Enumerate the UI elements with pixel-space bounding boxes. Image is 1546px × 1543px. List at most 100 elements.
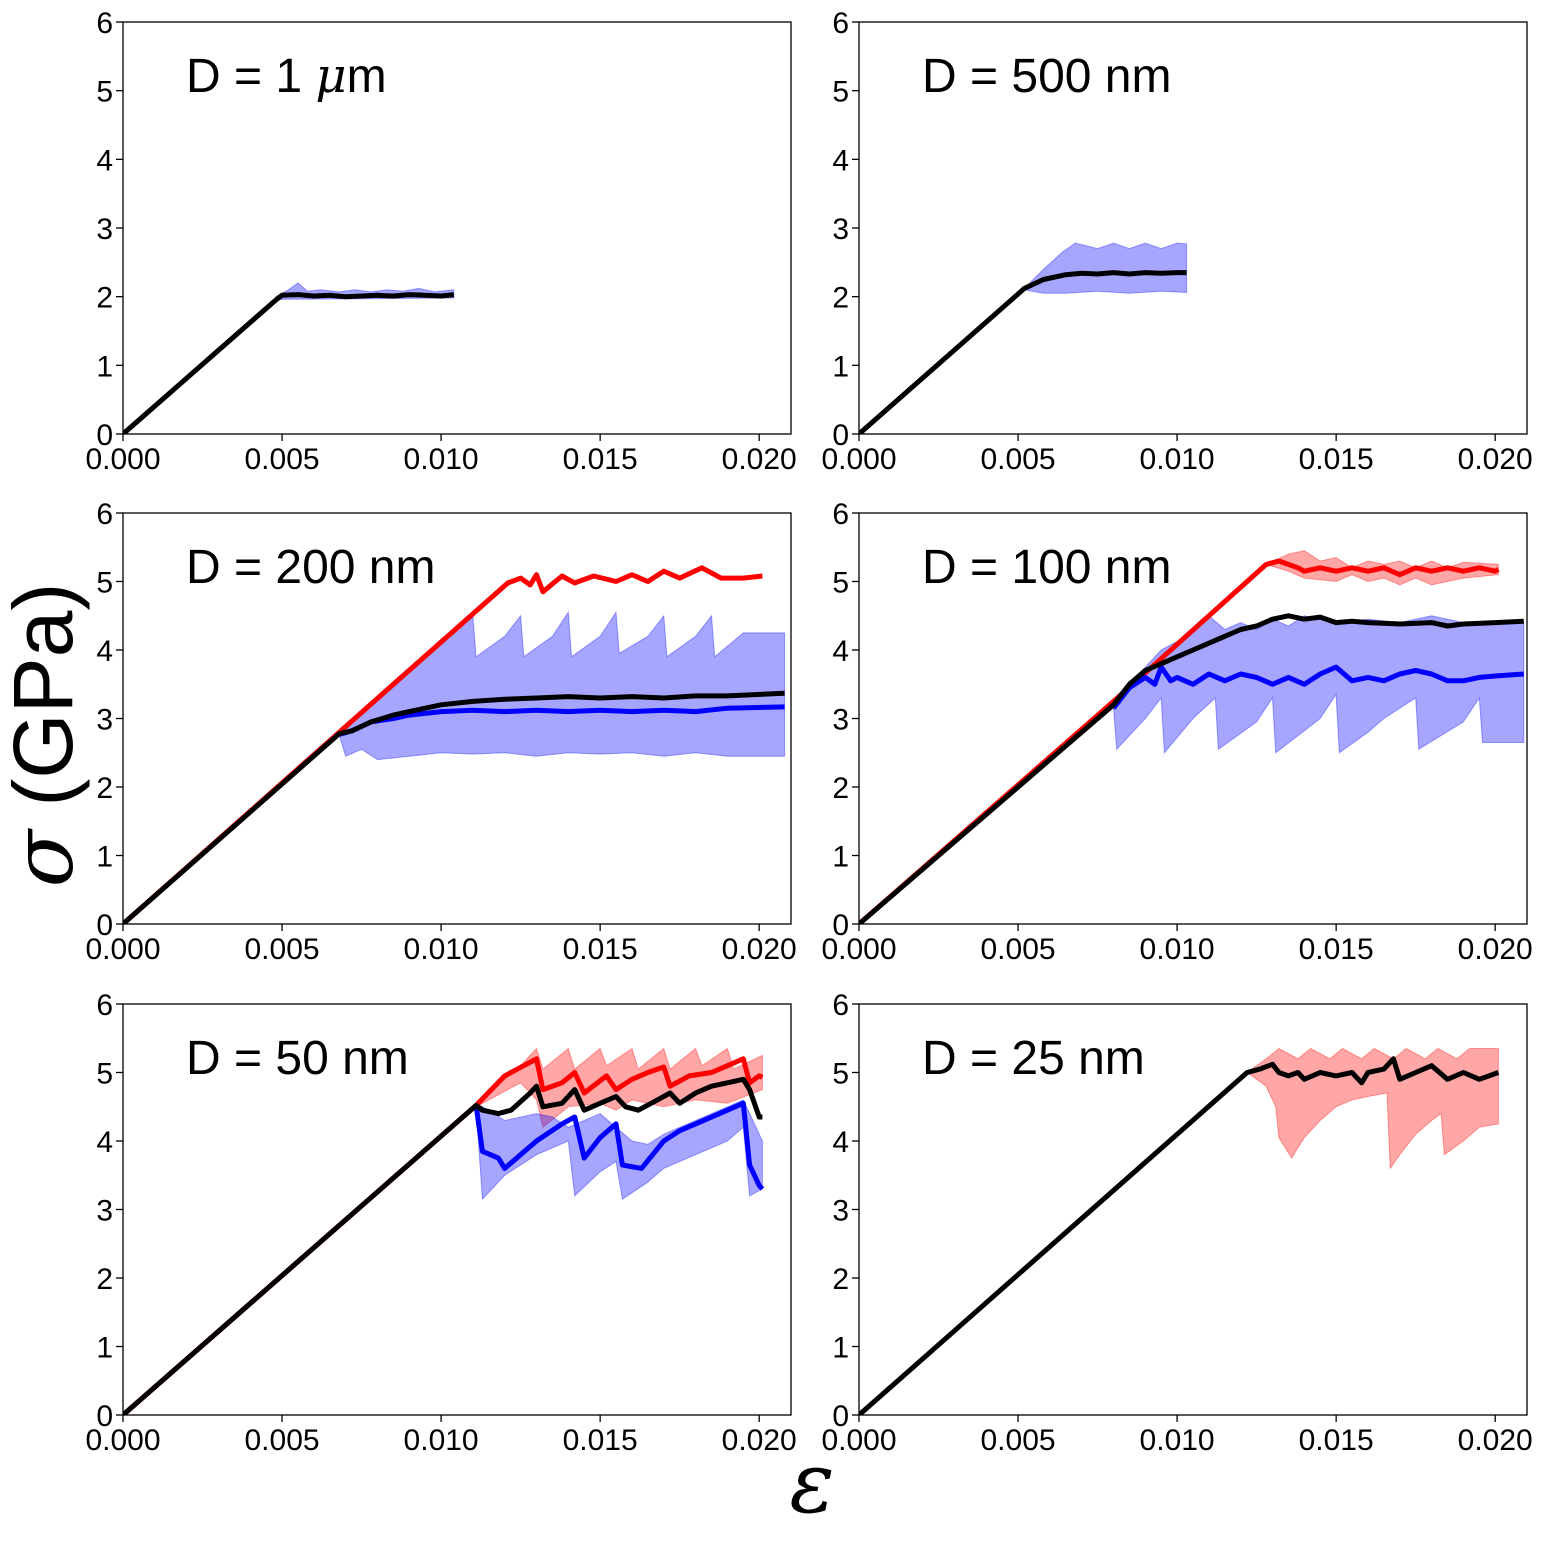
y-tick-label: 4 xyxy=(832,144,849,177)
y-tick-label: 1 xyxy=(96,1332,113,1365)
x-tick-label: 0.010 xyxy=(404,443,479,476)
x-tick-label: 0.010 xyxy=(1140,933,1215,966)
x-tick-label: 0.000 xyxy=(821,443,896,476)
y-tick-label: 1 xyxy=(96,350,113,383)
y-tick-label: 2 xyxy=(96,1263,113,1296)
x-tick-label: 0.005 xyxy=(245,443,320,476)
y-tick-label: 1 xyxy=(832,841,849,874)
y-tick-label: 3 xyxy=(96,213,113,246)
y-tick-label: 3 xyxy=(832,213,849,246)
x-tick-label: 0.000 xyxy=(85,443,160,476)
x-tick-label: 0.005 xyxy=(245,933,320,966)
red-series-line xyxy=(859,558,1500,924)
plot-area xyxy=(123,565,786,924)
x-tick-label: 0.005 xyxy=(981,933,1056,966)
y-tick-label: 3 xyxy=(96,704,113,737)
x-tick-label: 0.020 xyxy=(1458,933,1533,966)
x-tick-label: 0.000 xyxy=(85,933,160,966)
x-tick-label: 0.000 xyxy=(821,1424,896,1457)
y-tick-label: 2 xyxy=(832,772,849,805)
red-uncertainty-band xyxy=(1246,1047,1499,1170)
chart-panel-3: 0 1 2 3 4 5 6 0.000 0.005 0.010 0.015 0.020 D = 200 … xyxy=(85,498,796,966)
y-tick-label: 5 xyxy=(832,567,849,600)
y-tick-label: 0 xyxy=(96,1400,113,1433)
y-tick-label: 6 xyxy=(96,7,113,40)
red-series-line xyxy=(123,565,763,924)
red-series-line xyxy=(123,1056,764,1415)
y-tick-label: 0 xyxy=(832,909,849,942)
x-tick-label: 0.015 xyxy=(1299,443,1374,476)
plot-area xyxy=(859,242,1188,434)
panel-title: D = 25 nm xyxy=(922,1032,1145,1085)
y-tick-label: 4 xyxy=(96,144,113,177)
blue-uncertainty-band xyxy=(1113,615,1525,755)
plot-area xyxy=(123,282,455,434)
x-tick-label: 0.015 xyxy=(563,1424,638,1457)
y-tick-label: 2 xyxy=(832,282,849,315)
y-tick-label: 0 xyxy=(832,1400,849,1433)
y-axis-label: σ (GPa) xyxy=(0,583,92,888)
black-series-line xyxy=(123,1076,763,1415)
x-tick-label: 0.015 xyxy=(563,443,638,476)
panel-title: D = 100 nm xyxy=(922,541,1171,594)
x-tick-label: 0.015 xyxy=(1299,933,1374,966)
y-tick-label: 6 xyxy=(832,7,849,40)
panel-title: D = 200 nm xyxy=(186,541,435,594)
y-tick-label: 2 xyxy=(96,772,113,805)
x-tick-label: 0.000 xyxy=(821,933,896,966)
y-tick-label: 6 xyxy=(832,989,849,1022)
x-tick-label: 0.020 xyxy=(1458,1424,1533,1457)
x-tick-label: 0.020 xyxy=(722,933,797,966)
x-tick-label: 0.020 xyxy=(1458,443,1533,476)
y-tick-label: 3 xyxy=(832,1195,849,1228)
y-tick-label: 4 xyxy=(832,635,849,668)
x-tick-label: 0.010 xyxy=(1140,1424,1215,1457)
panel-title: D = 50 nm xyxy=(186,1032,409,1085)
y-tick-label: 5 xyxy=(96,76,113,109)
y-tick-label: 0 xyxy=(96,909,113,942)
x-tick-label: 0.010 xyxy=(1140,443,1215,476)
plot-area xyxy=(859,1047,1500,1415)
y-tick-label: 4 xyxy=(832,1126,849,1159)
black-series-line xyxy=(123,292,455,434)
y-tick-label: 0 xyxy=(96,419,113,452)
y-tick-label: 5 xyxy=(96,567,113,600)
y-tick-label: 4 xyxy=(96,1126,113,1159)
plot-area xyxy=(123,1047,765,1415)
chart-panel-2: 0 1 2 3 4 5 6 0.000 0.005 0.010 0.015 0.020 D = 500 … xyxy=(821,7,1532,476)
x-tick-label: 0.020 xyxy=(722,1424,797,1457)
x-tick-label: 0.020 xyxy=(722,443,797,476)
chart-panel-6: 0 1 2 3 4 5 6 0.000 0.005 0.010 0.015 0.020 D = 25 n… xyxy=(821,989,1532,1457)
chart-panel-4: 0 1 2 3 4 5 6 0.000 0.005 0.010 0.015 0.020 D = 100 … xyxy=(821,498,1532,966)
blue-uncertainty-band xyxy=(1023,242,1188,294)
x-axis-label: ε xyxy=(789,1434,834,1532)
y-tick-label: 1 xyxy=(832,350,849,383)
y-tick-label: 5 xyxy=(832,76,849,109)
y-tick-label: 2 xyxy=(832,1263,849,1296)
black-series-line xyxy=(859,1056,1500,1415)
blue-uncertainty-band xyxy=(338,610,786,761)
y-tick-label: 6 xyxy=(96,989,113,1022)
x-tick-label: 0.005 xyxy=(245,1424,320,1457)
x-tick-label: 0.010 xyxy=(404,933,479,966)
x-tick-label: 0.015 xyxy=(563,933,638,966)
black-series-line xyxy=(859,270,1187,434)
x-tick-label: 0.010 xyxy=(404,1424,479,1457)
panel-title: D = 500 nm xyxy=(922,50,1171,103)
plot-area xyxy=(859,550,1525,924)
panels: 0 1 2 3 4 5 6 0.000 0.005 0.010 0.015 0.020 D = 1 μm… xyxy=(85,7,1532,1457)
x-tick-label: 0.015 xyxy=(1299,1424,1374,1457)
y-tick-label: 6 xyxy=(96,498,113,531)
black-series-line xyxy=(123,690,785,924)
blue-series-line xyxy=(1111,664,1524,710)
x-tick-label: 0.005 xyxy=(981,443,1056,476)
y-tick-label: 5 xyxy=(96,1058,113,1091)
chart-panel-5: 0 1 2 3 4 5 6 0.000 0.005 0.010 0.015 0.020 D = 50 n… xyxy=(85,989,796,1457)
y-tick-label: 1 xyxy=(96,841,113,874)
y-tick-label: 3 xyxy=(96,1195,113,1228)
y-tick-label: 1 xyxy=(832,1332,849,1365)
y-tick-label: 2 xyxy=(96,282,113,315)
y-tick-label: 0 xyxy=(832,419,849,452)
y-tick-label: 4 xyxy=(96,635,113,668)
